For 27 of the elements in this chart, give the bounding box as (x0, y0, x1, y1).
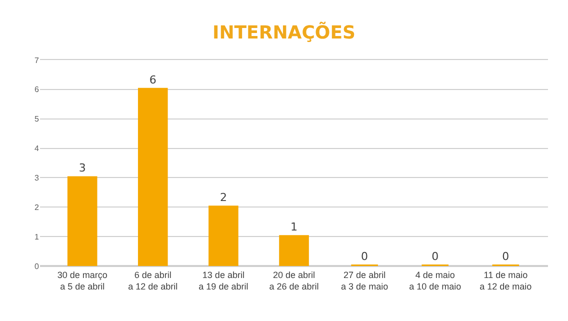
bar (67, 176, 98, 266)
data-label: 0 (502, 250, 510, 263)
data-label: 0 (432, 250, 439, 263)
data-label: 6 (149, 73, 156, 86)
bar (208, 206, 238, 266)
y-tick-label: 5 (34, 114, 40, 124)
x-tick-label: 30 de março a 5 de abril (57, 270, 108, 292)
data-label: 0 (361, 250, 368, 263)
x-tick-label: 20 de abril a 26 de abril (269, 270, 319, 292)
bar (279, 235, 309, 266)
data-label: 1 (290, 220, 298, 234)
y-tick-label: 7 (34, 56, 40, 65)
x-tick-label: 4 de maio a 10 de maio (409, 270, 462, 292)
y-tick-label: 1 (34, 232, 40, 242)
bar (138, 88, 168, 266)
y-tick-label: 4 (34, 144, 40, 154)
data-label: 2 (220, 191, 227, 204)
x-tick-label: 6 de abril a 12 de abril (128, 270, 178, 292)
x-tick-label: 11 de maio a 12 de maio (480, 270, 532, 292)
x-tick-label: 13 de abril a 19 de abril (198, 270, 248, 292)
y-tick-label: 6 (34, 85, 40, 94)
y-tick-label: 0 (34, 262, 40, 271)
x-tick-label: 27 de abril a 3 de maio (341, 270, 388, 292)
chart-title: INTERNAÇÕES (212, 21, 356, 44)
y-tick-label: 3 (34, 174, 40, 183)
y-tick-label: 2 (34, 202, 40, 212)
data-label: 3 (78, 162, 86, 175)
